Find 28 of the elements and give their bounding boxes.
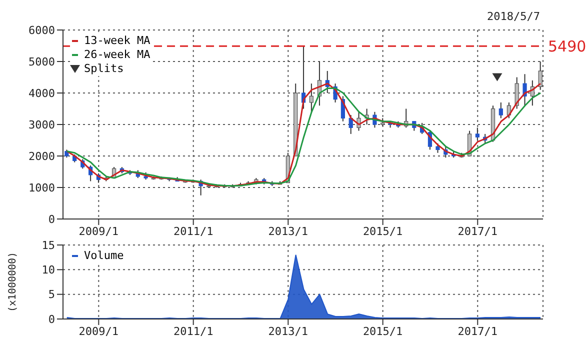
x-tick-label: 2015/1 [362, 324, 403, 338]
ref-line-label: 5490 [548, 37, 586, 56]
y-tick-label: 15 [42, 238, 55, 252]
x-tick-label: 2013/1 [268, 224, 308, 238]
x-tick-label: 2011/1 [173, 224, 214, 238]
x-tick-label: 2009/1 [78, 324, 119, 338]
y-tick-label: 0 [48, 312, 55, 326]
legend-label: Volume [84, 249, 124, 263]
y-tick-label: 4000 [28, 86, 55, 100]
y-tick-label: 2000 [28, 150, 55, 163]
x-tick-label: 2013/1 [268, 324, 308, 338]
y-tick-label: 5 [48, 288, 55, 302]
x-tick-label: 2017/1 [458, 324, 498, 338]
y-tick-label: 6000 [28, 24, 55, 37]
y-tick-label: 5000 [28, 55, 55, 68]
legend-label: Splits [84, 62, 124, 76]
x-tick-label: 2011/1 [173, 324, 214, 338]
y-tick-label: 10 [42, 264, 55, 277]
y-axis-title: (x1000000) [8, 252, 19, 312]
y-tick-label: 0 [48, 212, 55, 226]
y-tick-label: 3000 [28, 118, 55, 132]
x-tick-label: 2017/1 [458, 224, 498, 238]
legend-label: 26-week MA [84, 48, 150, 62]
legend-label: 13-week MA [84, 34, 150, 48]
y-tick-label: 1000 [28, 181, 55, 194]
x-tick-label: 2009/1 [78, 224, 119, 238]
text: 2018/5/7 [487, 10, 540, 23]
x-tick-label: 2015/1 [362, 224, 403, 238]
